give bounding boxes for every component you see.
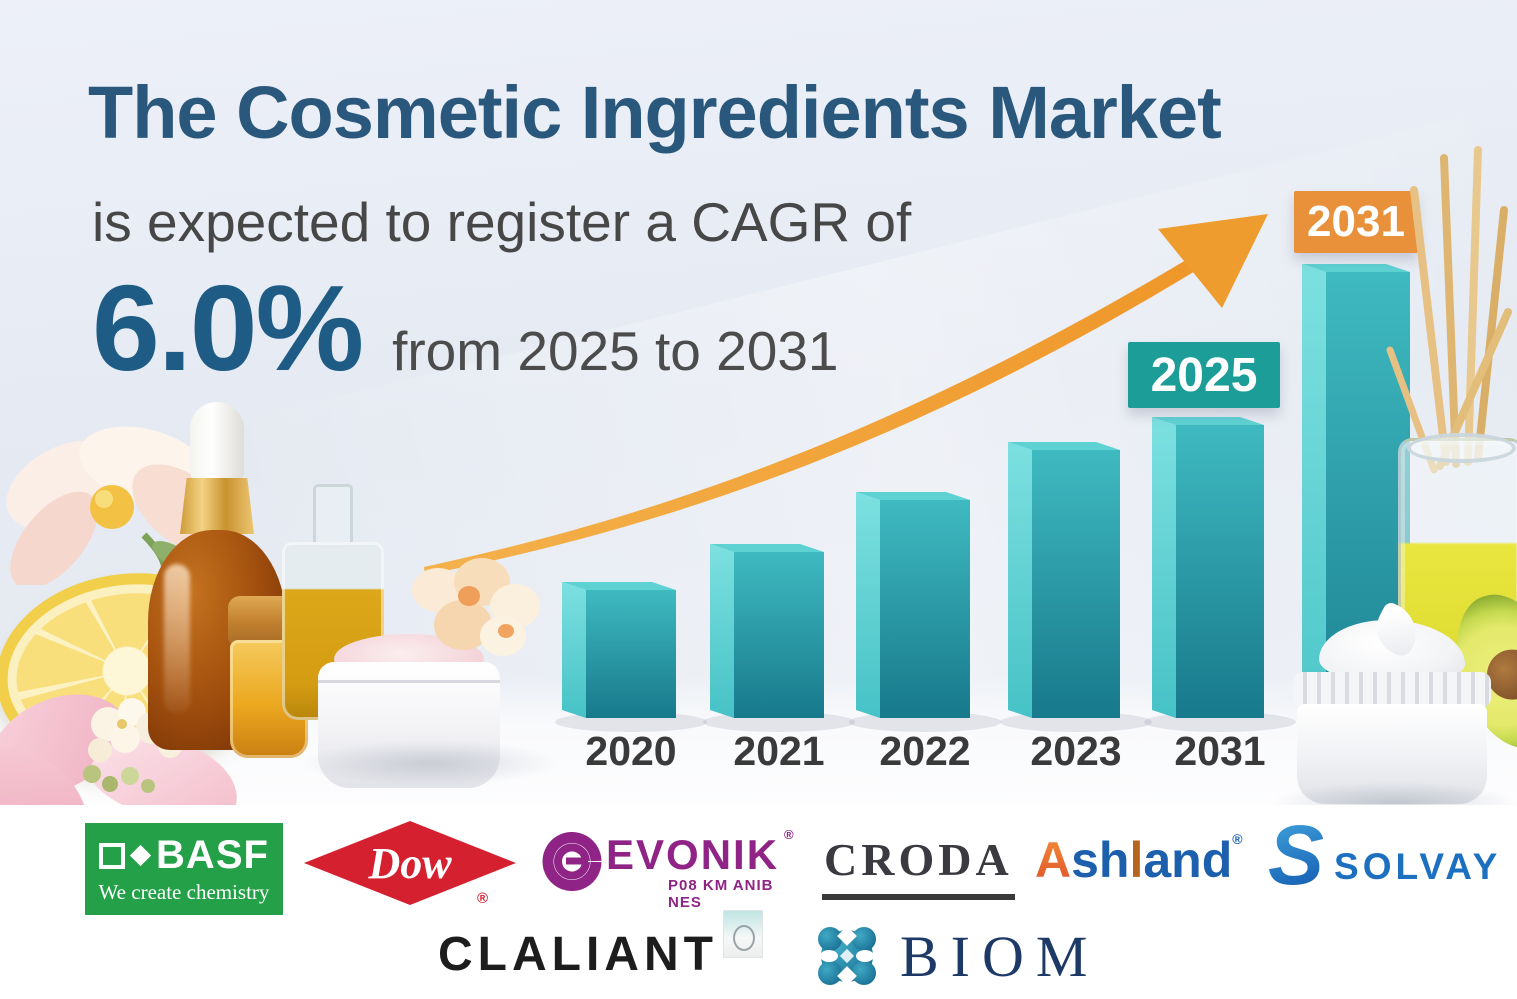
badge-2025: 2025 (1128, 342, 1280, 408)
cagr-row: 6.0% from 2025 to 2031 (92, 258, 839, 398)
biom-logo: BIOM (812, 921, 1099, 991)
basf-logo: BASF We create chemistry (85, 823, 283, 915)
cagr-value: 6.0% (92, 260, 364, 396)
cream-jar-center-image (318, 634, 500, 788)
x-axis-label-2023: 2023 (1030, 728, 1122, 774)
dow-wordmark: Dow (368, 838, 452, 888)
bar-2023 (1008, 442, 1120, 718)
croda-logo: CRODA (822, 833, 1015, 900)
evonik-ring-icon (542, 832, 602, 891)
cream-jar-right-image (1293, 620, 1491, 805)
ashland-logo: Ashland® (1035, 831, 1243, 889)
subtitle: is expected to register a CAGR of (92, 191, 912, 253)
bar-2021 (710, 544, 824, 718)
ashland-letter-l: l (1129, 832, 1144, 888)
biom-wordmark: BIOM (900, 923, 1100, 989)
clariant-emblem-icon (723, 911, 762, 957)
peach-flowers-image (394, 558, 550, 666)
bar-2020 (562, 582, 676, 718)
dow-registered-mark: ® (476, 890, 488, 907)
solvay-s-icon: S (1268, 808, 1325, 902)
evonik-tagline: P08 KM ANIB NES (668, 877, 774, 911)
trend-arrow-icon (424, 214, 1268, 575)
evonik-logo: EVONIK ® P08 KM ANIB NES (540, 827, 794, 911)
ashland-letters-and: and (1143, 832, 1233, 888)
props-shadow (1270, 782, 1517, 805)
basf-diamond-icon (129, 844, 152, 867)
badge-2031: 2031 (1294, 191, 1418, 253)
dropper-gold-cap (180, 478, 254, 534)
bar-2022 (856, 492, 970, 718)
x-axis-label-2021: 2021 (733, 728, 825, 774)
props-shadow (300, 740, 560, 786)
title-highlight: Ingredients (580, 71, 970, 154)
clariant-wordmark: CLALIANT (438, 928, 718, 981)
basf-tagline: We create chemistry (98, 880, 270, 904)
title-part1: The Cosmetic (88, 71, 581, 154)
bar-2025-callout (1152, 417, 1264, 718)
x-axis-label-2020: 2020 (585, 728, 677, 774)
biom-emblem-icon (818, 926, 876, 986)
evonik-registered-mark: ® (784, 827, 794, 842)
cream-jar-body (318, 662, 500, 788)
solvay-wordmark: SOLVAY (1334, 846, 1502, 887)
basf-wordmark: BASF (156, 833, 269, 877)
reed-sticks-image (1386, 146, 1512, 474)
dow-diamond-icon (304, 821, 516, 905)
cagr-period: from 2025 to 2031 (392, 320, 839, 382)
ashland-letter-a: A (1035, 832, 1072, 888)
jar-body (1297, 704, 1487, 804)
title-part2: Market (968, 71, 1222, 154)
hero-section: 2020 2021 2022 2023 2031 2025 2031 The C… (0, 0, 1517, 805)
evonik-wordmark: EVONIK (606, 831, 780, 878)
basf-square-icon (99, 842, 126, 869)
x-axis-label-2022: 2022 (879, 728, 971, 774)
x-axis-label-2031: 2031 (1174, 728, 1266, 774)
oil-bottle-neck (313, 484, 353, 548)
ashland-letters-sh: sh (1071, 832, 1130, 888)
solvay-logo: S SOLVAY (1268, 813, 1501, 897)
basf-wordmark-row: BASF (99, 833, 269, 878)
page-title: The Cosmetic Ingredients Market (88, 70, 1222, 155)
bar-chart (424, 214, 1410, 800)
company-logo-strip: BASF We create chemistry Dow ® EVONIK ® … (0, 805, 1517, 999)
dow-logo: Dow ® (300, 817, 520, 913)
dropper-bulb (190, 402, 244, 482)
ashland-registered-mark: ® (1232, 831, 1243, 847)
jar-ribbed-rim (1293, 672, 1491, 708)
clariant-logo: CLALIANT (438, 911, 762, 982)
